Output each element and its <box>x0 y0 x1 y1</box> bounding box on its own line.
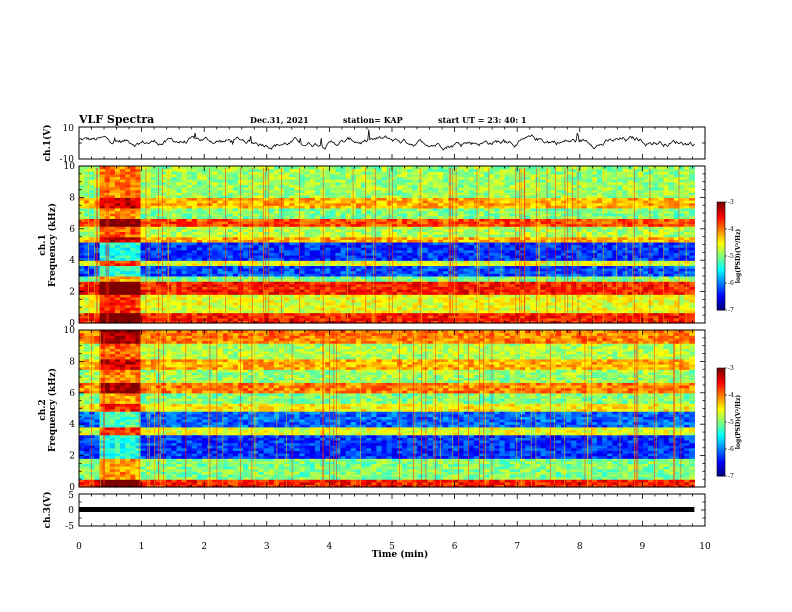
time-tick-label: 9 <box>640 542 646 552</box>
colorbar-tick-label: -7 <box>728 473 734 480</box>
colorbar-tick-label: -7 <box>728 307 734 314</box>
spec1-ytick: 10 <box>64 162 76 172</box>
ch1-ylabel: ch.1(V) <box>42 125 53 162</box>
colorbar-label: log(PSD)(V²/Hz) <box>735 229 742 284</box>
ch3-ytick-minus5: -5 <box>65 522 74 532</box>
time-tick-label: 7 <box>514 542 520 552</box>
figure-title: VLF Spectra <box>78 113 154 126</box>
time-tick-label: 1 <box>139 542 145 552</box>
colorbar-tick-label: -3 <box>728 365 734 372</box>
spec1-ytick: 6 <box>69 225 75 235</box>
ch1-colorbar: -3 -4 -5 -6 -7 log(PSD)(V²/Hz) <box>717 199 742 314</box>
colorbar-tick-label: -6 <box>728 446 734 453</box>
ch2-colorbar: -3 -4 -5 -6 -7 log(PSD)(V²/Hz) <box>717 365 742 480</box>
ch1-waveform-panel: 10 -10 ch.1(V) <box>42 124 705 165</box>
spec2-ytick: 2 <box>69 452 75 462</box>
time-axis-label: Time (min) <box>372 549 429 560</box>
ch3-ytick-5: 5 <box>68 491 74 501</box>
colorbar-tick-label: -5 <box>728 253 734 260</box>
ch1-channel-label: ch.1 <box>38 234 48 255</box>
ch3-ytick-0: 0 <box>68 506 74 516</box>
spec2-ytick: 8 <box>69 357 75 367</box>
spec1-ytick: 2 <box>69 288 75 298</box>
time-tick-label: 8 <box>577 542 583 552</box>
start-time-label: start UT = 23: 40: 1 <box>438 115 527 125</box>
time-tick-label: 3 <box>264 542 270 552</box>
station-label: station= KAP <box>343 115 403 125</box>
date-label: Dec.31, 2021 <box>250 115 309 125</box>
colorbar-tick-label: -4 <box>728 392 734 399</box>
colorbar-tick-label: -4 <box>728 226 734 233</box>
ch2-spectrogram-image <box>79 330 695 488</box>
spec1-ytick: 8 <box>69 193 75 203</box>
ch3-signal-panel: 5 0 -5 ch.3(V) <box>42 491 705 532</box>
spec2-ytick: 4 <box>69 420 75 430</box>
time-tick-label: 6 <box>452 542 458 552</box>
ch1-freq-label: Frequency (kHz) <box>47 203 58 287</box>
ch3-signal-trace <box>79 507 694 512</box>
time-tick-label: 10 <box>699 542 711 552</box>
ch3-ylabel: ch.3(V) <box>42 492 53 529</box>
vlf-figure: VLF Spectra Dec.31, 2021 station= KAP st… <box>0 0 792 612</box>
colorbar-tick-label: -5 <box>728 419 734 426</box>
time-tick-label: 0 <box>76 542 82 552</box>
ch1-spectrogram-image <box>79 166 695 324</box>
colorbar-tick-label: -6 <box>728 280 734 287</box>
ch1-ytick-top: 10 <box>63 124 75 134</box>
spec1-ytick: 4 <box>69 256 75 266</box>
ch2-freq-label: Frequency (kHz) <box>47 368 58 452</box>
colorbar-label: log(PSD)(V²/Hz) <box>735 395 742 450</box>
spec2-ytick: 10 <box>64 326 76 336</box>
ch2-channel-label: ch.2 <box>38 399 48 420</box>
time-tick-label: 4 <box>327 542 333 552</box>
spec2-ytick: 6 <box>69 389 75 399</box>
time-tick-label: 2 <box>201 542 207 552</box>
colorbar-tick-label: -3 <box>728 199 734 206</box>
